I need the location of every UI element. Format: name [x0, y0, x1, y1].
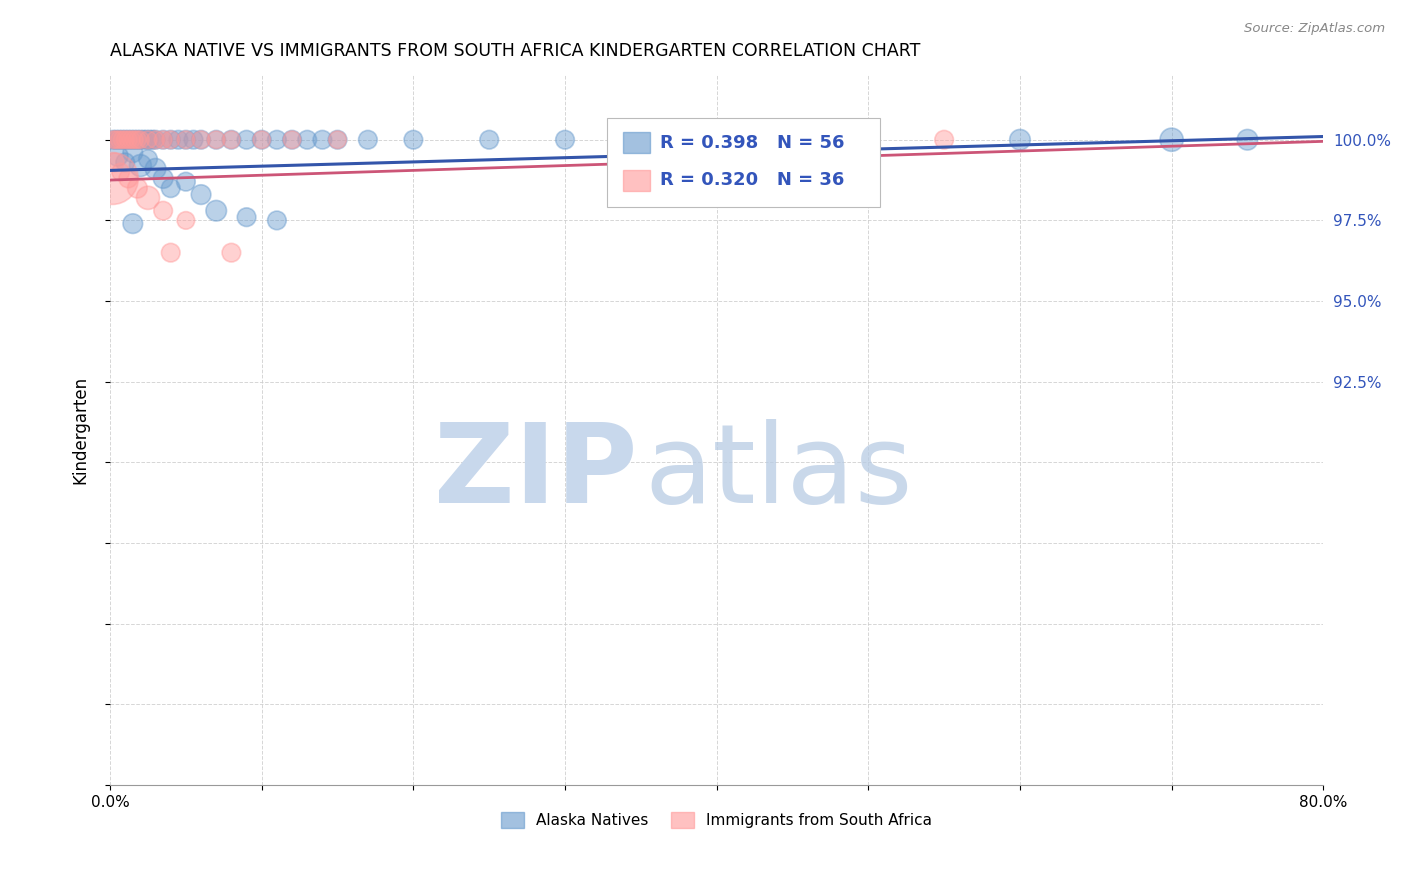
Point	[129, 133, 152, 147]
Point	[281, 133, 304, 147]
Point	[250, 133, 273, 147]
Point	[127, 133, 149, 147]
Point	[120, 133, 142, 147]
Text: R = 0.320   N = 36: R = 0.320 N = 36	[659, 170, 844, 188]
Text: ZIP: ZIP	[434, 419, 638, 526]
Point	[205, 133, 228, 147]
Point	[554, 133, 576, 147]
Point	[105, 133, 128, 147]
Point	[326, 133, 349, 147]
Point	[706, 133, 728, 147]
Point	[127, 133, 149, 147]
Point	[141, 133, 163, 147]
Point	[152, 133, 174, 147]
Point	[221, 245, 243, 260]
Point	[281, 133, 304, 147]
Y-axis label: Kindergarten: Kindergarten	[72, 376, 89, 484]
Point	[782, 133, 804, 147]
Point	[630, 133, 652, 147]
Point	[478, 133, 501, 147]
Point	[111, 133, 134, 147]
Point	[190, 133, 212, 147]
Point	[159, 181, 181, 195]
Point	[117, 133, 139, 147]
Point	[101, 133, 124, 147]
Point	[138, 133, 160, 147]
Point	[104, 155, 127, 169]
FancyBboxPatch shape	[607, 118, 880, 207]
Point	[174, 213, 197, 227]
Point	[107, 149, 129, 163]
Point	[152, 171, 174, 186]
Point	[152, 133, 174, 147]
Point	[159, 133, 181, 147]
Point	[108, 133, 131, 147]
Point	[174, 133, 197, 147]
Point	[190, 133, 212, 147]
Point	[311, 133, 333, 147]
Point	[250, 133, 273, 147]
Point	[136, 191, 159, 205]
Point	[402, 133, 425, 147]
Point	[782, 133, 804, 147]
Point	[114, 155, 136, 169]
Point	[235, 133, 257, 147]
Point	[127, 181, 149, 195]
Point	[174, 133, 197, 147]
Point	[205, 133, 228, 147]
Text: atlas: atlas	[644, 419, 912, 526]
Point	[266, 213, 288, 227]
Point	[183, 133, 205, 147]
Point	[1236, 133, 1258, 147]
Point	[145, 133, 167, 147]
Text: R = 0.398   N = 56: R = 0.398 N = 56	[659, 134, 844, 152]
Point	[159, 245, 181, 260]
Point	[117, 171, 139, 186]
Point	[101, 171, 124, 186]
Point	[205, 203, 228, 218]
Point	[357, 133, 380, 147]
Point	[152, 203, 174, 218]
Point	[124, 133, 146, 147]
Point	[297, 133, 319, 147]
Point	[266, 133, 288, 147]
Point	[136, 133, 159, 147]
Point	[221, 133, 243, 147]
Point	[124, 133, 146, 147]
Point	[114, 133, 136, 147]
Point	[129, 133, 152, 147]
FancyBboxPatch shape	[623, 132, 650, 153]
Point	[132, 133, 155, 147]
Point	[1160, 133, 1182, 147]
Point	[1008, 133, 1031, 147]
Point	[159, 133, 181, 147]
Point	[121, 217, 143, 231]
Point	[145, 133, 167, 147]
Point	[105, 133, 128, 147]
Legend: Alaska Natives, Immigrants from South Africa: Alaska Natives, Immigrants from South Af…	[495, 806, 939, 834]
Point	[101, 133, 124, 147]
Point	[110, 165, 132, 179]
Point	[235, 210, 257, 224]
Point	[114, 133, 136, 147]
Point	[121, 145, 143, 160]
Point	[326, 133, 349, 147]
Point	[108, 133, 131, 147]
Point	[221, 133, 243, 147]
Point	[190, 187, 212, 202]
Point	[174, 175, 197, 189]
Point	[858, 133, 880, 147]
Point	[120, 133, 142, 147]
Point	[129, 159, 152, 173]
Point	[135, 133, 157, 147]
Point	[111, 133, 134, 147]
FancyBboxPatch shape	[623, 169, 650, 191]
Point	[167, 133, 190, 147]
Point	[117, 133, 139, 147]
Point	[136, 152, 159, 166]
Text: Source: ZipAtlas.com: Source: ZipAtlas.com	[1244, 22, 1385, 36]
Point	[934, 133, 956, 147]
Point	[145, 161, 167, 176]
Text: ALASKA NATIVE VS IMMIGRANTS FROM SOUTH AFRICA KINDERGARTEN CORRELATION CHART: ALASKA NATIVE VS IMMIGRANTS FROM SOUTH A…	[110, 42, 921, 60]
